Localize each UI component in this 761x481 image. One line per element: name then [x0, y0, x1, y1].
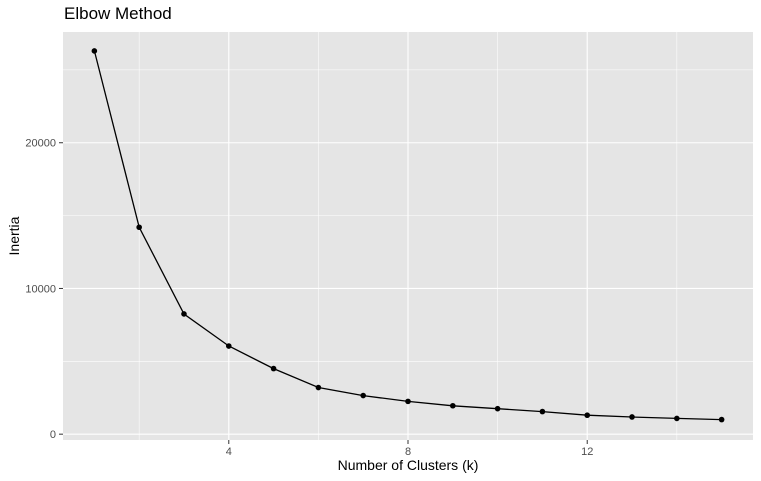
data-point: [405, 398, 411, 405]
chart-title: Elbow Method: [64, 4, 172, 23]
data-point: [718, 416, 725, 423]
data-point: [181, 311, 187, 317]
x-axis-title: Number of Clusters (k): [337, 457, 479, 473]
y-tick-label: 10000: [25, 283, 56, 295]
data-point: [315, 384, 322, 391]
x-tick-label: 12: [581, 446, 593, 458]
data-point: [539, 408, 546, 415]
y-tick-label: 0: [50, 429, 56, 441]
y-tick-label: 20000: [25, 138, 56, 150]
data-point: [450, 402, 456, 409]
x-tick-label: 4: [226, 446, 232, 458]
data-point: [674, 415, 680, 422]
y-axis-title: Inertia: [6, 216, 22, 256]
data-point: [91, 48, 98, 54]
data-point: [494, 405, 501, 412]
data-point: [584, 412, 591, 419]
x-tick-label: 8: [405, 446, 411, 458]
data-point: [360, 392, 366, 399]
data-point: [225, 343, 232, 349]
data-point: [270, 365, 277, 372]
data-point: [629, 414, 635, 420]
data-point: [136, 224, 142, 231]
